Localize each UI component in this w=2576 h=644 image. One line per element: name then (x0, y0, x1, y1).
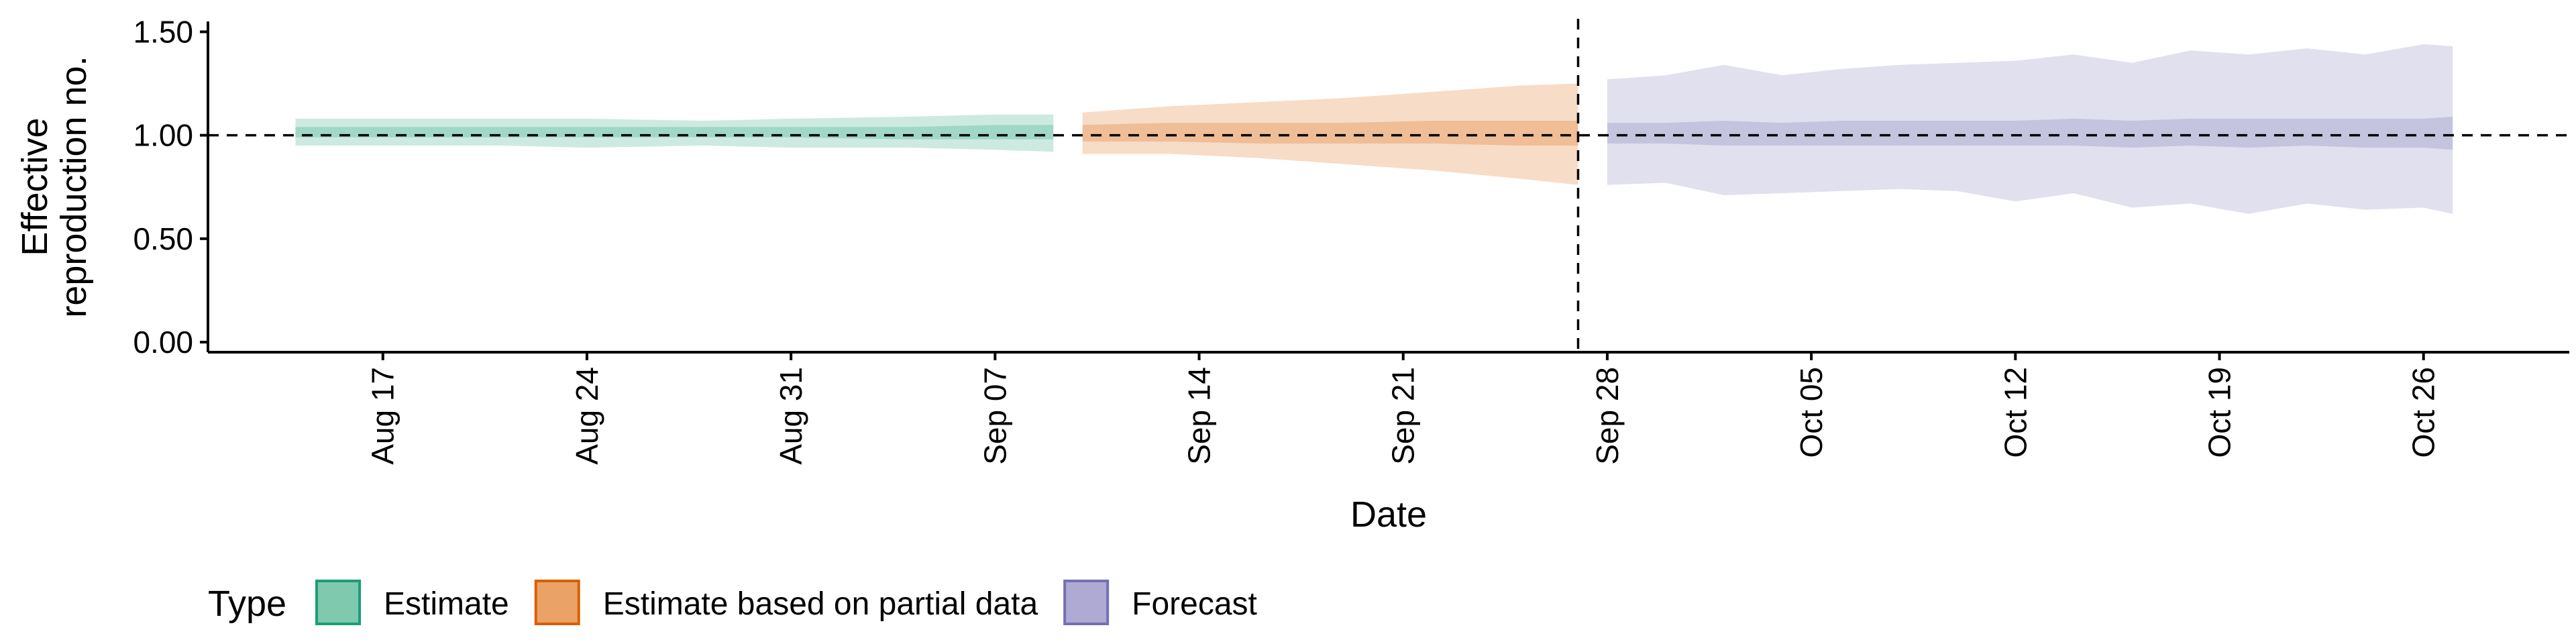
y-axis-title-line: Effective (15, 117, 55, 256)
x-tick-label: Sep 14 (1182, 367, 1217, 465)
x-tick-label: Aug 31 (773, 367, 808, 465)
x-tick-label: Sep 28 (1590, 367, 1625, 465)
ribbon-layer (295, 44, 2453, 214)
band-inner-2 (1607, 116, 2453, 150)
x-tick-label: Aug 24 (570, 367, 604, 465)
x-tick-label: Oct 05 (1794, 367, 1829, 458)
legend-label: Estimate (384, 586, 509, 622)
legend-label: Forecast (1132, 586, 1257, 622)
y-tick-label: 0.50 (133, 221, 193, 256)
x-tick-label: Oct 19 (2202, 367, 2237, 458)
band-inner-1 (1082, 121, 1578, 146)
band-outer-1 (1082, 83, 1578, 185)
legend-swatch-1 (534, 580, 580, 625)
legend-title: Type (208, 584, 286, 624)
x-tick-label: Sep 07 (977, 367, 1012, 465)
x-tick-label: Sep 21 (1386, 367, 1421, 465)
legend-label: Estimate based on partial data (603, 586, 1038, 622)
y-tick-label: 0.00 (133, 325, 193, 360)
band-inner-0 (295, 125, 1054, 140)
x-tick-label: Aug 17 (366, 367, 400, 465)
legend-swatch-2 (1063, 580, 1110, 625)
legend-swatch-0 (315, 580, 361, 625)
legend: Type Estimate Estimate based on partial da… (208, 580, 1257, 625)
band-outer-2 (1607, 44, 2453, 214)
x-tick-label: Oct 26 (2406, 367, 2441, 458)
y-axis-title-line: reproduction no. (54, 56, 94, 317)
band-outer-0 (295, 114, 1054, 152)
y-tick-label: 1.00 (133, 118, 193, 153)
x-axis-title: Date (1350, 494, 1427, 535)
x-tick-label: Oct 12 (1998, 367, 2033, 458)
axes: 0.00 0.50 1.00 1.50 Aug 17 Aug 24 Aug 31 Sep 07… (133, 14, 2569, 465)
y-tick-label: 1.50 (133, 14, 193, 49)
